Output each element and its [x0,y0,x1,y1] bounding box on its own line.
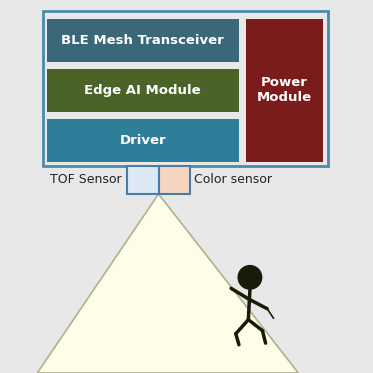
FancyBboxPatch shape [47,119,239,162]
Polygon shape [37,194,298,373]
FancyBboxPatch shape [47,69,239,112]
Text: Color sensor: Color sensor [194,173,272,186]
Circle shape [238,266,262,289]
FancyBboxPatch shape [159,166,190,194]
Text: Edge AI Module: Edge AI Module [84,84,201,97]
Text: Power
Module: Power Module [257,76,312,104]
FancyBboxPatch shape [47,19,239,62]
FancyBboxPatch shape [127,166,159,194]
Text: TOF Sensor: TOF Sensor [50,173,121,186]
Text: Driver: Driver [119,134,166,147]
FancyBboxPatch shape [246,19,323,162]
Text: BLE Mesh Transceiver: BLE Mesh Transceiver [61,34,224,47]
